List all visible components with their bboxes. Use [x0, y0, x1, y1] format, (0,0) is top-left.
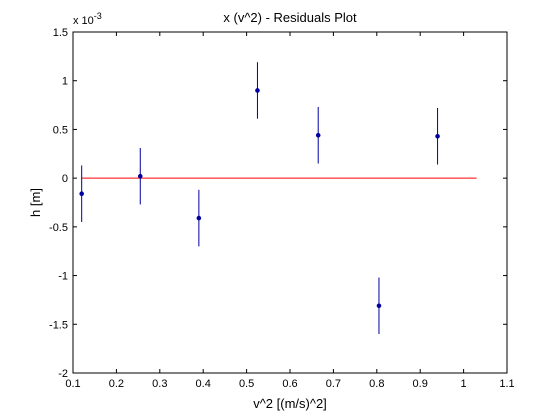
plot-area: [72, 31, 508, 374]
x-axis: 0.1 0.2 0.3 0.4 0.5 0.6 0.7 0.8 0.9 1 1.1: [65, 32, 515, 390]
x-tick-label: 0.3: [152, 378, 167, 390]
data-point: [137, 173, 143, 179]
data-point: [79, 191, 84, 197]
y-tick-label: 1: [62, 76, 68, 88]
data-points: [79, 62, 440, 335]
x-tick-label: 0.6: [282, 378, 297, 390]
x-tick-label: 0.4: [196, 378, 211, 390]
y-tick-label: 0: [62, 173, 68, 185]
data-point: [435, 133, 440, 139]
y-tick-label: -1.5: [49, 319, 68, 331]
x-tick-label: 0.1: [65, 378, 80, 390]
axes-box: [72, 31, 508, 374]
x-tick-label: 0.8: [369, 378, 384, 390]
x-tick-label: 1.1: [499, 378, 514, 390]
y-tick-label: -1: [58, 271, 68, 283]
x-tick-label: 1: [461, 378, 467, 390]
y-axis: -2 -1.5 -1 -0.5 0 0.5 1 1.5: [49, 27, 507, 380]
x-tick-label: 0.5: [239, 378, 254, 390]
y-tick-label: -0.5: [49, 222, 68, 234]
x-tick-label: 0.2: [109, 378, 124, 390]
data-point: [255, 88, 260, 93]
y-axis-scale-base: x 10: [73, 15, 94, 27]
y-axis-scale-exponent: -3: [94, 11, 102, 21]
y-axis-scale-factor: x 10-3: [73, 11, 102, 27]
data-point: [376, 303, 382, 309]
x-tick-label: 0.9: [413, 378, 428, 390]
y-tick-label: 0.5: [53, 124, 68, 136]
y-axis-label: h [m]: [28, 188, 43, 217]
x-axis-label: v^2 [(m/s)^2]: [253, 396, 327, 411]
y-tick-label: 1.5: [53, 27, 68, 39]
chart-title: x (v^2) - Residuals Plot: [223, 10, 357, 25]
x-tick-label: 0.7: [326, 378, 341, 390]
y-tick-label: -2: [58, 368, 68, 380]
data-point: [315, 132, 321, 138]
data-point: [196, 215, 202, 221]
